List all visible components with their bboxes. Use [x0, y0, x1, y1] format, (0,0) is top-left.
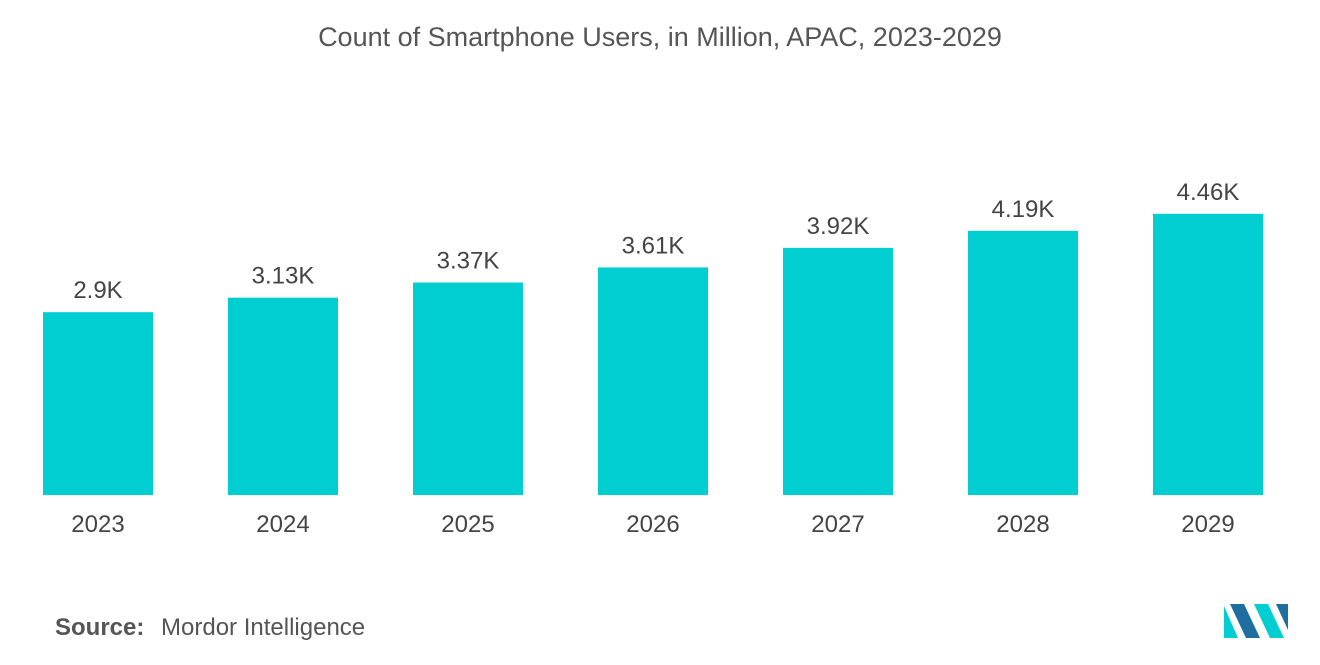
bar-value-label-2027: 3.92K — [807, 213, 870, 240]
logo-right-stroke — [1254, 604, 1284, 638]
source-line: Source: Mordor Intelligence — [55, 614, 365, 642]
bar-2027 — [783, 247, 893, 495]
chart-title: Count of Smartphone Users, in Million, A… — [318, 22, 1002, 52]
bar-value-label-2025: 3.37K — [437, 248, 500, 275]
bar-value-label-2023: 2.9K — [73, 277, 122, 304]
bar-2029 — [1153, 213, 1263, 495]
mordor-intelligence-logo-icon — [1224, 604, 1288, 638]
bar-2028 — [968, 230, 1078, 495]
x-tick-label-2025: 2025 — [441, 511, 494, 538]
logo-mid-stroke — [1230, 604, 1260, 638]
x-tick-label-2029: 2029 — [1181, 511, 1234, 538]
bar-chart: 2.9K 2023 3.13K 2024 3.37K 2025 3.61K 2026 3.92K… — [43, 179, 1263, 538]
logo-left-stroke — [1224, 606, 1238, 638]
bar-value-label-2026: 3.61K — [622, 232, 685, 259]
bar-2025 — [413, 282, 523, 495]
bar-2023 — [43, 312, 153, 495]
x-tick-label-2024: 2024 — [256, 511, 309, 538]
x-tick-label-2027: 2027 — [811, 511, 864, 538]
logo-end-stroke — [1276, 604, 1288, 630]
bar-value-label-2028: 4.19K — [992, 196, 1055, 223]
x-tick-label-2023: 2023 — [71, 511, 124, 538]
bar-value-label-2024: 3.13K — [252, 263, 315, 290]
bar-2026 — [598, 267, 708, 495]
source-value: Mordor Intelligence — [161, 614, 366, 641]
x-tick-label-2026: 2026 — [626, 511, 679, 538]
bar-value-label-2029: 4.46K — [1177, 179, 1240, 206]
bar-2024 — [228, 297, 338, 495]
source-label: Source: — [55, 614, 145, 641]
x-tick-label-2028: 2028 — [996, 511, 1049, 538]
